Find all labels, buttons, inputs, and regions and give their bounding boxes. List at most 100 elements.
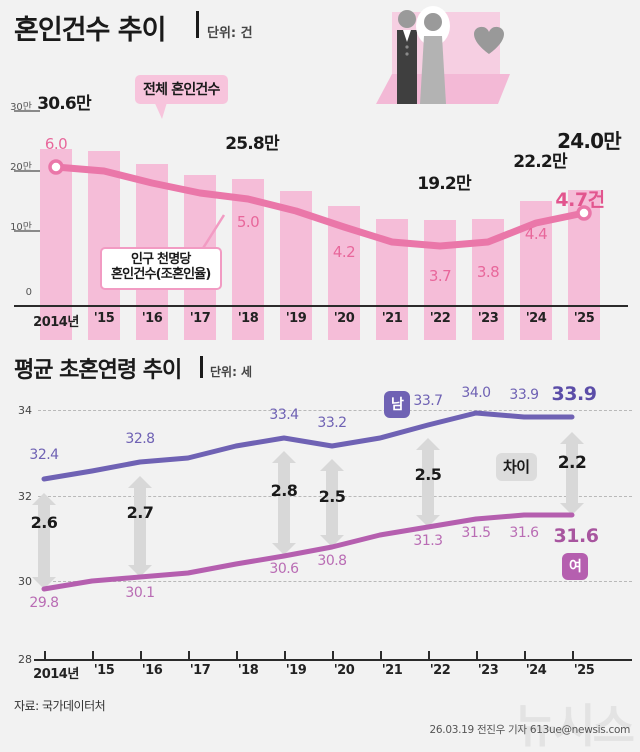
bar-label-2022: 19.2만 (417, 174, 471, 194)
diff-label-2016: 2.7 (126, 503, 154, 522)
rate-label-2025: 4.7건 (555, 189, 605, 211)
male-label-2022: 33.7 (413, 393, 443, 409)
page-title: 혼인건수 추이 (14, 15, 166, 46)
bar-2018 (232, 179, 264, 340)
credit-line: 26.03.19 전진우 기자 613ue@newsis.com (429, 724, 631, 736)
chart2-gridline-30 (38, 581, 632, 582)
rate-start-marker (48, 159, 64, 175)
chart2-tick-2018 (236, 651, 238, 659)
first-marriage-age-chart: 34 32 30 28 (0, 383, 640, 695)
chart2-ytick-34: 34 (18, 404, 32, 417)
chart1-xlabel-2015: '15 (93, 311, 115, 326)
rate-label-2014: 6.0 (44, 135, 68, 153)
male-label-2024: 33.9 (509, 387, 539, 403)
female-label-2020: 30.8 (317, 553, 347, 569)
callout-total-marriages-tail (153, 99, 168, 119)
chart1-xlabel-2022: '22 (429, 311, 451, 326)
chart1-ytick-line-10 (14, 230, 40, 232)
male-label-2025: 33.9 (551, 383, 597, 405)
title-divider (196, 11, 199, 38)
chart1-ytick-0: 0 (25, 287, 32, 298)
rate-label-2022: 3.7 (428, 267, 452, 285)
chart2-x-axis (34, 659, 632, 661)
rate-label-2018: 5.0 (236, 213, 260, 231)
crude-rate-line (48, 159, 592, 250)
callout-crude-rate-line2: 혼인건수(조혼인율) (111, 266, 211, 282)
chart2-xlabel-2022: '22 (429, 663, 451, 678)
chart2-xlabel-2014: 2014년 (33, 667, 79, 682)
chart2-xlabel-2019: '19 (285, 663, 307, 678)
chart1-ytick-30: 30만 (10, 102, 32, 113)
rate-end-marker (576, 205, 592, 221)
chart2-ytick-28: 28 (18, 653, 32, 666)
female-series-badge: 여 (562, 553, 589, 580)
male-label-2014: 32.4 (29, 447, 59, 463)
diff-label-2020: 2.5 (318, 487, 346, 506)
male-label-2020: 33.2 (317, 415, 347, 431)
difference-arrows (32, 432, 584, 589)
chart2-tick-2019 (284, 651, 286, 659)
chart2-xlabel-2023: '23 (477, 663, 499, 678)
male-age-line (41, 410, 575, 482)
male-label-2016: 32.8 (125, 431, 155, 447)
female-label-2019: 30.6 (269, 561, 299, 577)
chart1-xlabel-2016: '16 (141, 311, 163, 326)
chart2-title-divider (200, 356, 203, 378)
marriage-count-chart: 30만 20만 10만 0 30.6만 25.8만 19.2만 22.2만 24… (0, 75, 640, 340)
chart1-xlabel-2014: 2014년 (33, 315, 79, 330)
female-label-2024: 31.6 (509, 525, 539, 541)
diff-arrow-2016 (128, 476, 152, 577)
female-label-2016: 30.1 (125, 585, 155, 601)
chart1-xlabel-2025: '25 (573, 311, 595, 326)
chart2-xlabel-2024: '24 (525, 663, 547, 678)
newsis-watermark: 뉴시스 (514, 699, 635, 752)
chart2-xlabel-2015: '15 (93, 663, 115, 678)
bar-2014 (40, 149, 72, 340)
female-label-2014: 29.8 (29, 595, 59, 611)
chart2-tick-2016 (140, 651, 142, 659)
wedding-couple-illustration (370, 0, 550, 110)
chart1-ytick-line-30 (14, 110, 40, 112)
chart1-xlabel-2024: '24 (525, 311, 547, 326)
bar-label-2025: 24.0만 (557, 129, 622, 153)
diff-arrow-2014 (32, 493, 56, 589)
rate-label-2020: 4.2 (332, 243, 356, 261)
chart2-tick-2022 (428, 651, 430, 659)
chart2-tick-2024 (524, 651, 526, 659)
chart2-unit-label: 단위: 세 (210, 365, 253, 379)
chart1-xlabel-2019: '19 (285, 311, 307, 326)
female-label-2023: 31.5 (461, 525, 491, 541)
diff-arrow-2020 (320, 459, 344, 547)
chart2-tick-2023 (476, 651, 478, 659)
chart1-x-axis (14, 305, 628, 307)
chart2-gridline-34 (38, 410, 632, 411)
chart2-xlabel-2018: '18 (237, 663, 259, 678)
female-age-line (41, 512, 575, 592)
bar-label-2018: 25.8만 (225, 134, 279, 154)
chart1-xlabel-2017: '17 (189, 311, 211, 326)
male-label-2023: 34.0 (461, 385, 491, 401)
rate-label-2023: 3.8 (476, 263, 500, 281)
chart2-ytick-32: 32 (18, 490, 32, 503)
chart2-tick-2015 (92, 651, 94, 659)
female-label-2025: 31.6 (553, 525, 599, 547)
bar-2022 (424, 220, 456, 340)
chart2-tick-2014 (44, 651, 46, 659)
callout-crude-rate-tail (198, 214, 226, 254)
chart2-xlabel-2025: '25 (573, 663, 595, 678)
chart2-tick-2017 (188, 651, 190, 659)
diff-arrow-2019 (272, 451, 296, 555)
diff-label-2014: 2.6 (30, 513, 58, 532)
chart1-ytick-line-20 (14, 170, 40, 172)
difference-badge: 차이 (496, 453, 537, 481)
chart2-xlabel-2016: '16 (141, 663, 163, 678)
chart2-xlabel-2020: '20 (333, 663, 355, 678)
chart1-xlabel-2023: '23 (477, 311, 499, 326)
diff-label-2025: 2.2 (557, 453, 587, 473)
bar-label-2014: 30.6만 (37, 94, 91, 114)
bar-label-2024: 22.2만 (513, 152, 567, 172)
chart2-xlabel-2017: '17 (189, 663, 211, 678)
callout-total-marriages: 전체 혼인건수 (135, 75, 228, 104)
chart2-title: 평균 초혼연령 추이 (14, 358, 182, 383)
